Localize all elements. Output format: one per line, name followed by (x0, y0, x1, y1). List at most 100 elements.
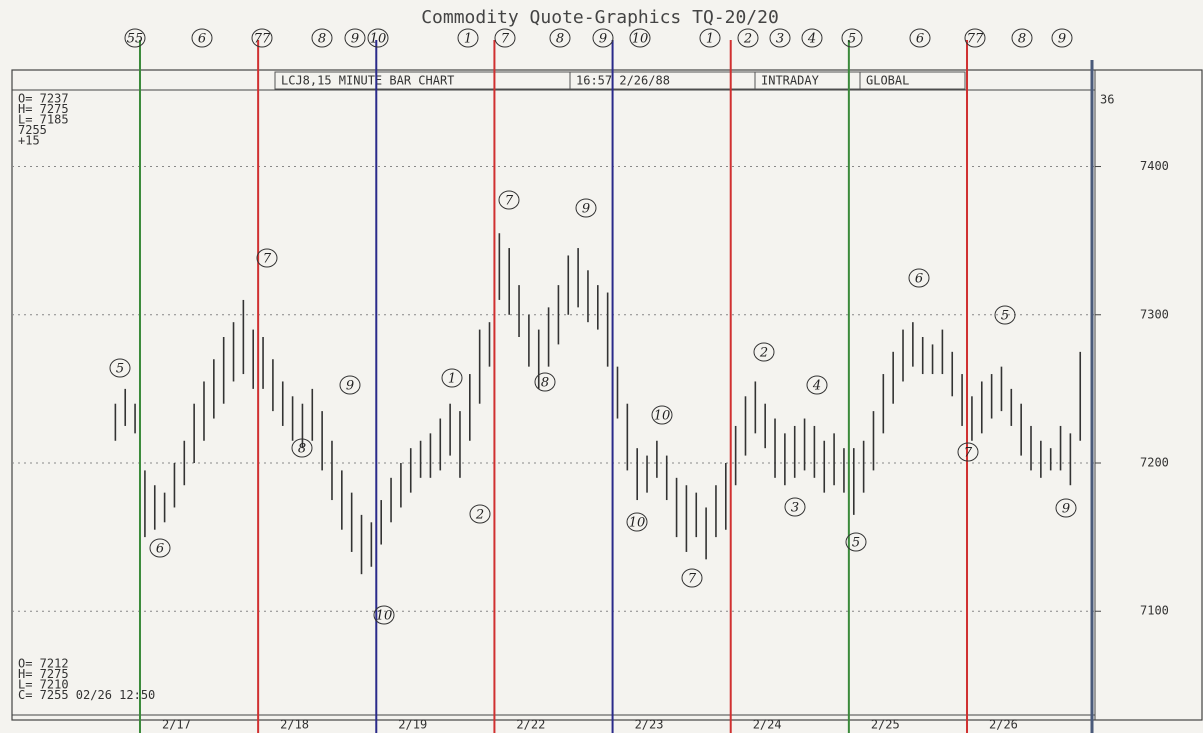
annotation: 6 (916, 32, 924, 47)
x-tick-label: 2/22 (516, 718, 545, 732)
annotation-circle (964, 28, 986, 48)
annotation-circle (311, 28, 333, 48)
header-box (859, 71, 966, 90)
annotation: 6 (156, 542, 164, 557)
annotation-circle (1011, 28, 1033, 48)
annotation-circle (373, 605, 395, 625)
annotation-circle (957, 442, 979, 462)
annotation-circle (681, 568, 703, 588)
annotation-circle (256, 248, 278, 268)
x-tick-label: 2/18 (280, 718, 309, 732)
annotation: 10 (632, 32, 649, 47)
annotation-circle (534, 372, 556, 392)
annotation: 10 (370, 32, 387, 47)
y-tick-label: 7400 (1140, 159, 1169, 173)
annotation-circle (994, 305, 1016, 325)
annotation-circle (626, 512, 648, 532)
annotation: 8 (541, 376, 549, 391)
annotation: 3 (791, 501, 799, 516)
annotation-circle (494, 28, 516, 48)
annotation-circle (251, 28, 273, 48)
x-tick-label: 2/19 (398, 718, 427, 732)
info-top: +15 (18, 134, 40, 148)
annotation-circle (769, 28, 791, 48)
annotation: 1 (706, 32, 714, 47)
annotation-circle (651, 405, 673, 425)
annotation-circle (909, 28, 931, 48)
header-field: LCJ8,15 MINUTE BAR CHART (281, 74, 454, 88)
corner-label: 36 (1100, 93, 1114, 107)
info-bottom: C= 7255 02/26 12:50 (18, 688, 155, 702)
annotation-circle (109, 358, 131, 378)
x-tick-label: 2/25 (871, 718, 900, 732)
annotation: 5 (1001, 309, 1009, 324)
info-top: 7255 (18, 123, 47, 137)
annotation-circle (575, 198, 597, 218)
annotation-circle (629, 28, 651, 48)
frame (11, 69, 1203, 721)
annotation: 5 (848, 32, 856, 47)
annotation: 8 (1018, 32, 1026, 47)
annotation-circle (191, 28, 213, 48)
annotation-circle (908, 268, 930, 288)
annotation: 10 (654, 409, 671, 424)
header-field: GLOBAL (866, 74, 909, 88)
annotation: 2 (759, 346, 768, 361)
annotation-circle (124, 28, 146, 48)
annotation: 9 (351, 32, 359, 47)
annotation-circle (149, 538, 171, 558)
annotation-circle (845, 532, 867, 552)
annotation: 4 (807, 32, 816, 47)
annotation: 1 (448, 372, 456, 387)
annotation: 8 (556, 32, 564, 47)
x-tick-label: 2/23 (635, 718, 664, 732)
y-tick-label: 7300 (1140, 307, 1169, 321)
annotation-circle (737, 28, 759, 48)
annotation: 2 (475, 508, 484, 523)
annotation: 10 (376, 609, 393, 624)
annotation-circle (1055, 498, 1077, 518)
info-top: O= 7237 (18, 92, 69, 106)
x-tick-label: 2/24 (753, 718, 782, 732)
annotation: 6 (915, 272, 923, 287)
annotation-circle (841, 28, 863, 48)
annotation: 3 (776, 32, 784, 47)
header-field: INTRADAY (761, 74, 820, 88)
x-tick-label: 2/17 (162, 718, 191, 732)
annotation-circle (549, 28, 571, 48)
info-top: H= 7275 (18, 102, 69, 116)
chart-title: Commodity Quote-Graphics TQ-20/20 (421, 7, 779, 28)
annotation: 77 (967, 32, 984, 47)
annotation: 7 (505, 194, 514, 209)
annotation: 6 (198, 32, 206, 47)
annotation-circle (699, 28, 721, 48)
annotation-circle (1051, 28, 1073, 48)
header-field: 16:57 2/26/88 (576, 74, 670, 88)
annotation: 4 (812, 379, 821, 394)
annotation-circle (753, 342, 775, 362)
annotation-circle (344, 28, 366, 48)
annotation: 9 (599, 32, 607, 47)
annotation: 7 (501, 32, 510, 47)
annotation-circle (291, 438, 313, 458)
annotation-circle (806, 375, 828, 395)
annotation-circle (457, 28, 479, 48)
annotation-circle (801, 28, 823, 48)
annotation: 77 (254, 32, 271, 47)
annotation: 7 (964, 446, 973, 461)
annotation: 7 (688, 572, 697, 587)
x-tick-label: 2/26 (989, 718, 1018, 732)
annotation: 9 (1058, 32, 1066, 47)
annotation: 9 (582, 202, 590, 217)
y-tick-label: 7100 (1140, 604, 1169, 618)
annotation: 8 (298, 442, 306, 457)
annotation: 9 (346, 379, 354, 394)
annotation-circle (441, 368, 463, 388)
info-bottom: L= 7210 (18, 678, 69, 692)
info-top: L= 7185 (18, 113, 69, 127)
annotation: 8 (318, 32, 326, 47)
info-bottom: H= 7275 (18, 667, 69, 681)
annotation-circle (469, 504, 491, 524)
